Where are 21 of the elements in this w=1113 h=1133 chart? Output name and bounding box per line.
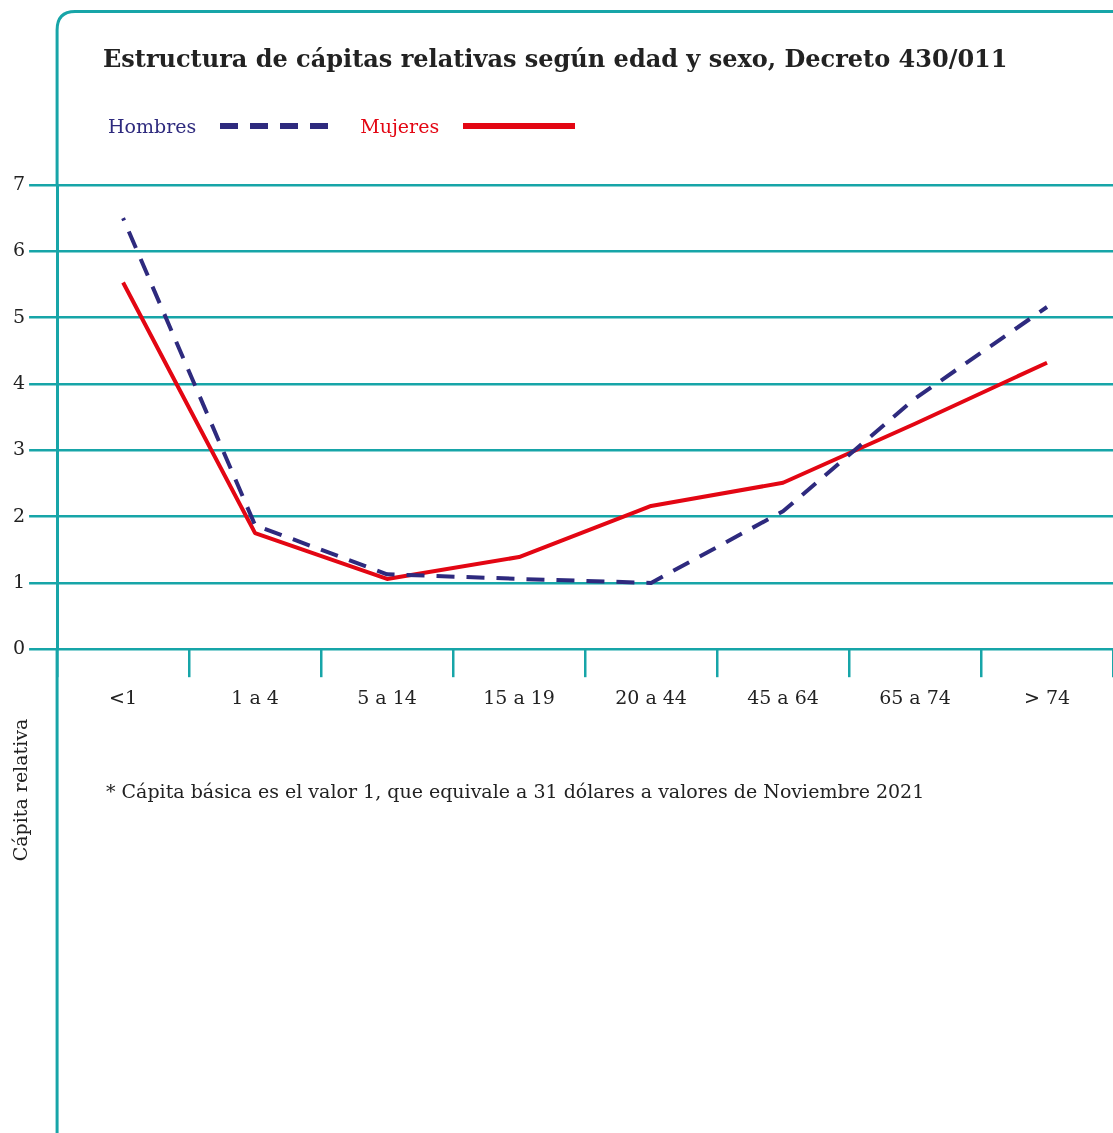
x-tick-label: 20 a 44 <box>615 685 687 708</box>
x-tick-label: 15 a 19 <box>483 685 555 708</box>
y-tick-label: 4 <box>12 370 26 393</box>
x-tick-label: 45 a 64 <box>747 685 819 708</box>
y-tick-label: 1 <box>12 569 26 592</box>
y-tick-label: 6 <box>12 238 26 261</box>
x-tick-label: <1 <box>109 685 138 708</box>
y-tick-label: 5 <box>12 304 26 327</box>
y-tick-label: 3 <box>12 437 26 460</box>
x-tick-label: 5 a 14 <box>357 685 417 708</box>
y-axis-title: Cápita relativa <box>9 718 31 862</box>
y-tick-label: 7 <box>12 171 26 194</box>
text: Mujeres <box>360 115 440 137</box>
text: Hombres <box>108 115 197 137</box>
x-tick-label: 65 a 74 <box>879 685 951 708</box>
x-tick-label: 1 a 4 <box>231 685 279 708</box>
y-tick-label: 0 <box>12 636 26 659</box>
y-tick-label: 2 <box>12 503 26 526</box>
chart-title: Estructura de cápitas relativas según edad y sexo, Decreto 430/011 <box>103 44 1008 73</box>
text: * Cápita básica es el valor 1, que equivale a 31 dólares a valores de Noviembre 2021 <box>106 780 925 802</box>
x-tick-label: > 74 <box>1023 685 1071 708</box>
